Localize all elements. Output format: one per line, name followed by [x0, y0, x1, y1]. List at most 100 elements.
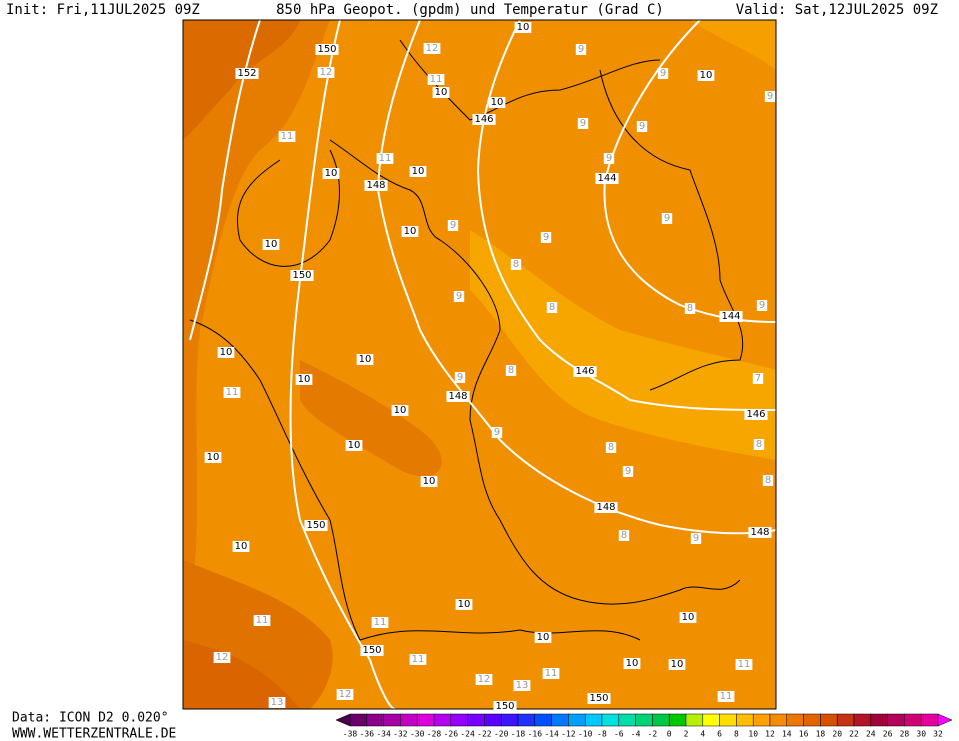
contour-label-box [587, 693, 611, 704]
contour-label-box [401, 226, 419, 237]
contour-label: 10 [404, 226, 417, 237]
contour-label-box [513, 680, 531, 691]
contour-label: 150 [362, 645, 381, 656]
contour-label-box [679, 612, 697, 623]
contour-label-box [223, 387, 241, 398]
contour-label: 9 [639, 121, 645, 132]
colorbar-label: -20 [494, 730, 509, 739]
colorbar-arrow-high [937, 713, 953, 727]
contour-label-box [278, 131, 296, 142]
contour-label: 10 [359, 354, 372, 365]
contour-label: 8 [549, 302, 555, 313]
colorbar-label: -34 [376, 730, 391, 739]
colorbar-box [786, 713, 804, 727]
contour-label: 11 [430, 74, 443, 85]
contour-label-box [764, 91, 776, 102]
init-time: Init: Fri,11JUL2025 09Z [6, 2, 200, 18]
contour-label-box [235, 68, 259, 79]
contour-label: 11 [545, 668, 558, 679]
temp-zone-9 [690, 20, 776, 70]
contour-label: 10 [537, 632, 550, 643]
contour-label: 8 [621, 530, 627, 541]
contour-label: 11 [281, 131, 294, 142]
contour-label: 9 [767, 91, 773, 102]
border-line [329, 139, 741, 605]
colorbar-label: -16 [528, 730, 543, 739]
contour-label-box [409, 166, 427, 177]
colorbar-box [820, 713, 838, 727]
colorbar-label: 32 [933, 730, 943, 739]
contour-label: 9 [693, 533, 699, 544]
contour-label: 12 [320, 67, 333, 78]
contour-label: 150 [495, 701, 514, 712]
colorbar-label: -30 [410, 730, 425, 739]
contour-label-box [204, 452, 222, 463]
contour-label-box [315, 44, 339, 55]
contour-label: 10 [348, 440, 361, 451]
colorbar-box [920, 713, 939, 727]
contour-label: 10 [435, 87, 448, 98]
contour-label-box [232, 541, 250, 552]
colorbar-label: -2 [648, 730, 658, 739]
contour-label-box [575, 44, 587, 55]
contour-label-box [423, 43, 441, 54]
contour-label-box [262, 239, 280, 250]
colorbar-box [551, 713, 569, 727]
contour-label: 10 [220, 347, 233, 358]
colorbar-box [803, 713, 821, 727]
colorbar-box [534, 713, 552, 727]
contour-label-box [268, 697, 286, 708]
colorbar-label: 18 [816, 730, 826, 739]
contour-label: 144 [597, 173, 616, 184]
contour-label-box [744, 409, 768, 420]
contour-label-box [505, 365, 517, 376]
colorbar-label: -38 [343, 730, 358, 739]
contour-label-box [295, 374, 313, 385]
contour-label: 12 [216, 652, 229, 663]
colorbar: -38 -36 -34 -32 -30 -28 -26 -24 -22 -20 -18 -16 -14-… [335, 713, 953, 739]
contour-label-box [657, 68, 669, 79]
colorbar-label: -8 [597, 730, 607, 739]
colorbar-label: -10 [578, 730, 593, 739]
contour-label: 11 [720, 691, 733, 702]
contour-label: 152 [237, 68, 256, 79]
contour-label-box [690, 533, 702, 544]
temp-zone-11 [183, 20, 300, 140]
colorbar-box [500, 713, 519, 727]
colorbar-label: 10 [748, 730, 758, 739]
contour-label: 9 [450, 220, 456, 231]
colorbar-box [366, 713, 384, 727]
contour-label-box [719, 311, 743, 322]
contour-label: 10 [491, 97, 504, 108]
contour-label: 7 [755, 373, 761, 384]
contour-label-box [447, 220, 459, 231]
colorbar-box [467, 713, 485, 727]
contour-label-box [446, 391, 470, 402]
contour-label-box [577, 118, 589, 129]
contour-label: 146 [746, 409, 765, 420]
contour-label-box [409, 654, 427, 665]
colorbar-label: 8 [734, 730, 739, 739]
contour-label-box [684, 303, 696, 314]
contour-label-box [668, 659, 686, 670]
contour-label-box [595, 173, 619, 184]
colorbar-label: 14 [782, 730, 792, 739]
contour-label: 11 [374, 617, 387, 628]
colorbar-label: 28 [900, 730, 910, 739]
contour-label-box [493, 701, 517, 712]
contour-label: 10 [423, 476, 436, 487]
contour-label-box [217, 347, 235, 358]
colorbar-label: -6 [614, 730, 624, 739]
contour-label: 9 [660, 68, 666, 79]
contour-label: 13 [271, 697, 284, 708]
contour-label-box [360, 645, 384, 656]
contour-label-box [364, 180, 388, 191]
colorbar-box [719, 713, 737, 727]
colorbar-label: -22 [477, 730, 492, 739]
contour-label-box [345, 440, 363, 451]
contour-label-box [623, 658, 641, 669]
contour-label-box [603, 153, 615, 164]
contour-label: 11 [738, 659, 751, 670]
contour-label-box [427, 74, 445, 85]
